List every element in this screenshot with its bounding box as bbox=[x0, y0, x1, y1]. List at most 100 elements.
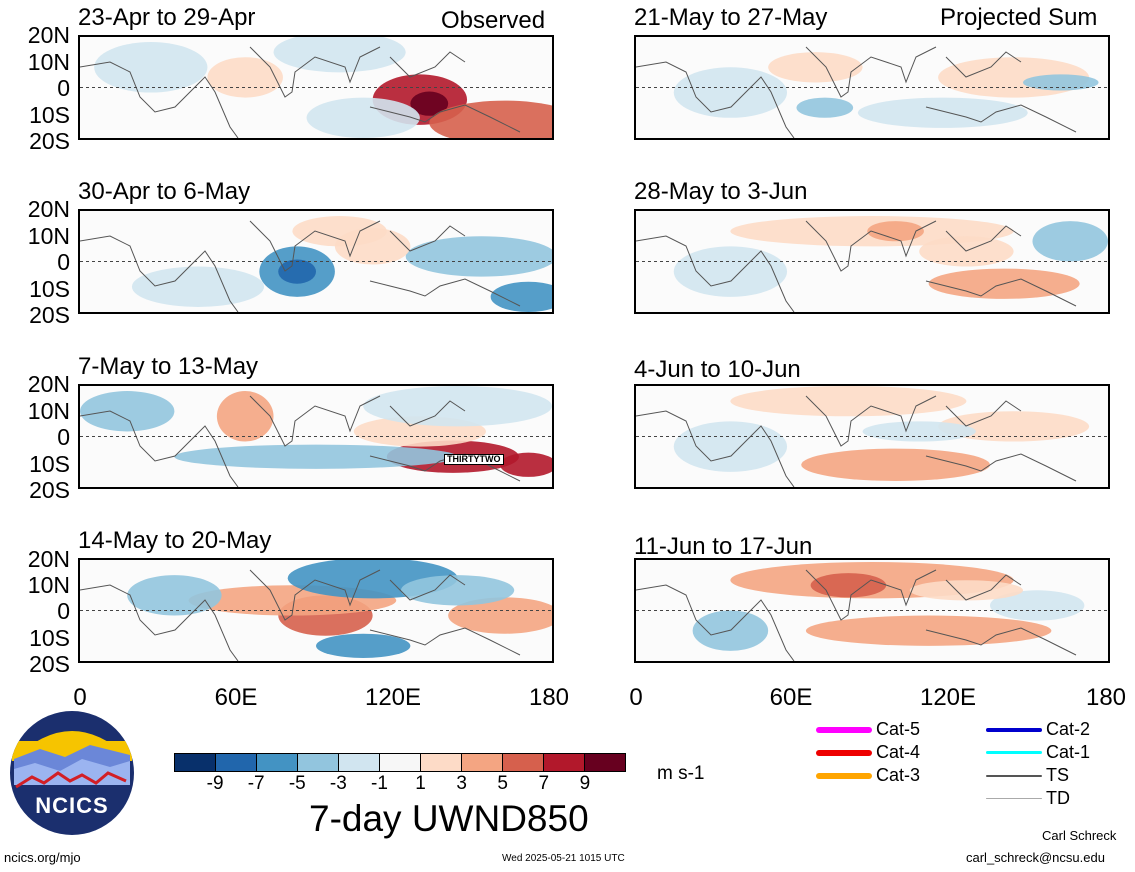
lat-label: 20S bbox=[29, 302, 70, 328]
legend-label: Cat-3 bbox=[876, 765, 921, 785]
footer-url[interactable]: ncics.org/mjo bbox=[4, 850, 81, 865]
coastline bbox=[389, 225, 466, 252]
footer-author: Carl Schreck bbox=[1042, 828, 1117, 843]
footer-email[interactable]: carl_schreck@ncsu.edu bbox=[966, 850, 1105, 865]
anomaly-region bbox=[94, 42, 208, 93]
map-panel-2 bbox=[78, 209, 554, 314]
anomaly-region bbox=[1023, 74, 1099, 91]
colorbar-tick: -3 bbox=[329, 773, 347, 794]
panel-title-8: 11-Jun to 17-Jun bbox=[634, 533, 813, 560]
panel-title-4: 14-May to 20-May bbox=[78, 527, 272, 554]
colorbar-units: m s-1 bbox=[657, 763, 705, 784]
anomaly-region bbox=[207, 57, 283, 98]
map-panel-6 bbox=[634, 209, 1110, 314]
coastline bbox=[805, 46, 937, 98]
anomaly-region bbox=[919, 236, 1014, 267]
map-field-7 bbox=[636, 386, 1108, 487]
anomaly-region bbox=[306, 97, 420, 138]
anomaly-region bbox=[673, 67, 788, 118]
lat-label: 0 bbox=[57, 598, 70, 624]
map-field-8 bbox=[636, 562, 1108, 661]
lat-label: 10N bbox=[27, 398, 70, 424]
map-panel-8 bbox=[634, 558, 1110, 663]
panel-title-7: 4-Jun to 10-Jun bbox=[634, 356, 801, 383]
anomaly-region bbox=[316, 633, 411, 658]
lat-label: 0 bbox=[57, 75, 70, 101]
coastline bbox=[80, 584, 239, 661]
anomaly-region bbox=[500, 452, 552, 477]
anomaly-region bbox=[692, 610, 769, 651]
anomaly-region bbox=[730, 386, 967, 417]
coastline bbox=[925, 104, 1077, 133]
lat-label: 10N bbox=[27, 223, 70, 249]
coastline bbox=[389, 574, 466, 601]
legend-label: Cat-5 bbox=[876, 719, 921, 739]
coastline bbox=[249, 220, 381, 272]
anomaly-region bbox=[80, 391, 175, 432]
coastline bbox=[925, 627, 1077, 656]
coastline bbox=[80, 410, 239, 487]
colorbar-tick: 9 bbox=[579, 773, 591, 794]
lat-label: 0 bbox=[57, 249, 70, 275]
legend-label: Cat-2 bbox=[1046, 719, 1091, 739]
panel-title-5: 21-May to 27-May bbox=[634, 4, 828, 31]
panel-title-2: 30-Apr to 6-May bbox=[78, 178, 251, 205]
legend-line-ts bbox=[986, 774, 1042, 777]
map-panel-7 bbox=[634, 384, 1110, 489]
lat-label: 20N bbox=[27, 371, 70, 397]
lat-label: 20N bbox=[27, 546, 70, 572]
lon-label: 60E bbox=[769, 684, 813, 711]
legend-line-cat2 bbox=[986, 727, 1042, 732]
colorbar-tick: 5 bbox=[497, 773, 509, 794]
colorbar-swatch bbox=[421, 754, 462, 771]
anomaly-region bbox=[867, 221, 924, 242]
map-field-3 bbox=[80, 386, 552, 487]
anomaly-region bbox=[810, 573, 887, 598]
colorbar-swatch bbox=[544, 754, 585, 771]
coastline bbox=[636, 410, 795, 487]
coastline bbox=[389, 400, 466, 427]
map-panel-4 bbox=[78, 558, 554, 663]
map-field-1 bbox=[80, 37, 552, 138]
legend-td: TD bbox=[986, 788, 1070, 809]
anomaly-region bbox=[278, 259, 316, 284]
lat-label: 0 bbox=[57, 424, 70, 450]
legend-label: Cat-4 bbox=[876, 742, 921, 762]
coastline bbox=[80, 235, 239, 312]
colorbar-tick: 3 bbox=[456, 773, 467, 794]
legend-cat5: Cat-5 bbox=[816, 719, 920, 740]
coastline bbox=[636, 235, 795, 312]
colorbar-tick: 7 bbox=[538, 773, 550, 794]
colorbar-swatch bbox=[503, 754, 544, 771]
legend-line-td bbox=[986, 798, 1042, 799]
coastline bbox=[636, 61, 795, 138]
lat-label: 10N bbox=[27, 49, 70, 75]
coastline bbox=[925, 278, 1077, 307]
anomaly-region bbox=[131, 266, 265, 307]
colorbar-swatch bbox=[216, 754, 257, 771]
coastline bbox=[389, 51, 466, 78]
coastline bbox=[805, 220, 937, 272]
panel-title-1: 23-Apr to 29-Apr bbox=[78, 4, 256, 31]
ncics-logo: NCICS bbox=[10, 711, 134, 835]
legend-cat4: Cat-4 bbox=[816, 742, 920, 763]
coastline bbox=[249, 395, 381, 447]
coastline bbox=[945, 225, 1022, 252]
coastline bbox=[636, 584, 795, 661]
anomaly-region bbox=[673, 421, 788, 472]
legend-label: Cat-1 bbox=[1046, 742, 1091, 762]
coastline bbox=[369, 104, 521, 133]
map-panel-1 bbox=[78, 35, 554, 140]
anomaly-region bbox=[273, 37, 406, 73]
lat-label: 20S bbox=[29, 651, 70, 677]
panel-title-6: 28-May to 3-Jun bbox=[634, 178, 808, 205]
coastline bbox=[805, 569, 937, 621]
coastline bbox=[369, 278, 521, 307]
lon-label: 180 bbox=[1085, 684, 1127, 711]
anomaly-region bbox=[405, 236, 552, 277]
map-field-5 bbox=[636, 46, 1108, 138]
lon-label: 0 bbox=[73, 684, 87, 711]
coastline bbox=[80, 61, 239, 138]
legend-cat2: Cat-2 bbox=[986, 719, 1090, 740]
legend-label: TS bbox=[1046, 765, 1070, 785]
